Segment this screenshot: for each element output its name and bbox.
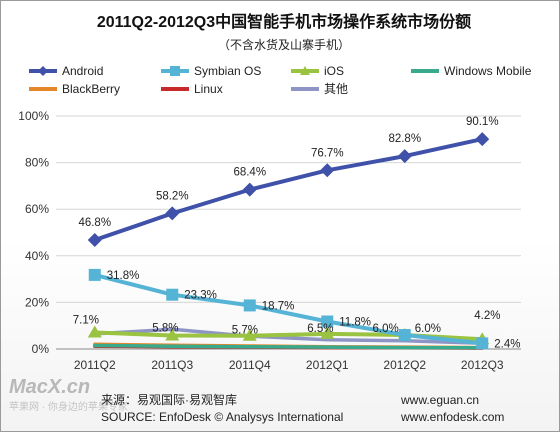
legend-item: BlackBerry [29,82,120,96]
legend-label: Android [62,64,103,78]
data-label: 58.2% [156,190,189,202]
y-tick-label: 80% [25,156,49,170]
data-label: 31.8% [107,270,140,282]
legend-marker [170,66,180,76]
data-point [476,337,489,350]
x-tick-label: 2012Q3 [461,358,504,372]
legend-marker [300,66,310,75]
data-label: 76.7% [311,147,344,159]
series-line [92,137,485,242]
data-point [242,328,257,341]
data-label: 2.4% [494,338,520,350]
legend-item: Windows Mobile [411,64,532,78]
data-label: 68.4% [233,167,266,179]
x-tick-label: 2011Q3 [151,358,193,372]
x-tick-label: 2012Q1 [306,358,349,372]
watermark: MacX.cn 苹果网 · 你身边的苹果专家 [9,376,128,413]
grid-lines [56,115,521,303]
data-label: 4.2% [474,310,500,322]
footer: 来源：易观国际·易观智库 SOURCE: EnfoDesk © Analysys… [101,392,504,424]
y-axis: 0% 20% 40% 60% 80% 100% [18,109,49,356]
data-label: 18.7% [262,300,295,312]
chart-subtitle: （不含水货及山寨手机） [218,37,350,52]
legend-marker [38,66,48,76]
legend-item: 其他 [291,82,348,96]
y-tick-label: 20% [25,295,49,309]
source-english: SOURCE: EnfoDesk © Analysys Internationa… [101,410,343,424]
series-line [93,343,485,350]
data-point [165,206,180,221]
source-chinese: 来源：易观国际·易观智库 [101,392,237,407]
series-lines [92,137,485,350]
data-label: 90.1% [466,116,499,128]
legend-item: Android [29,64,103,78]
data-point [398,329,411,342]
series-line [93,327,485,345]
data-point [242,182,257,197]
y-tick-label: 0% [32,342,50,356]
data-label: 6.0% [373,323,399,335]
data-label: 6.5% [307,323,333,335]
legend-label: Symbian OS [194,64,261,78]
data-label: 7.1% [73,314,99,326]
x-axis: 2011Q2 2011Q3 2011Q4 2012Q1 2012Q2 2012Q3 [56,348,521,372]
data-label: 82.8% [388,133,421,145]
y-tick-label: 100% [18,109,49,123]
legend-label: 其他 [324,82,348,96]
data-point [87,232,102,247]
series-markers [87,132,490,350]
data-label: 11.8% [339,317,371,329]
data-label: 5.8% [152,322,178,334]
legend-label: BlackBerry [62,82,120,96]
watermark-logo: MacX.cn [9,376,90,398]
data-point [320,326,335,339]
legend-item: iOS [291,64,344,78]
data-label: 6.0% [415,323,441,335]
data-point [320,163,335,178]
url-eguan: www.eguan.cn [400,393,479,407]
data-labels: 46.8% 58.2% 68.4% 76.7% 82.8% 90.1% 31.8% 23.3%… [73,116,521,350]
x-tick-label: 2011Q4 [229,358,271,372]
data-point [166,288,179,301]
data-point [475,132,490,147]
data-point [321,315,334,328]
x-tick-label: 2012Q2 [383,358,426,372]
legend-label: Windows Mobile [444,64,532,78]
series-line [92,272,485,346]
watermark-subtitle: 苹果网 · 你身边的苹果专家 [9,400,128,413]
legend-label: Linux [194,82,223,96]
legend-item: Symbian OS [161,64,261,78]
data-point [165,328,180,341]
data-point [88,268,101,281]
y-tick-label: 40% [25,249,49,263]
data-label: 5.7% [232,325,258,337]
data-point [243,299,256,312]
data-label: 46.8% [78,217,111,229]
legend: Android Symbian OS iOS Windows Mobile BlackB… [29,64,532,96]
data-point [397,149,412,164]
x-tick-label: 2011Q2 [74,358,116,372]
y-tick-label: 60% [25,202,49,216]
data-label: 23.3% [184,290,217,302]
legend-item: Linux [161,82,223,96]
url-enfodesk: www.enfodesk.com [400,410,504,424]
legend-label: iOS [324,64,344,78]
chart-title: 2011Q2-2012Q3中国智能手机市场操作系统市场份额 [97,12,471,31]
data-point [87,325,102,338]
